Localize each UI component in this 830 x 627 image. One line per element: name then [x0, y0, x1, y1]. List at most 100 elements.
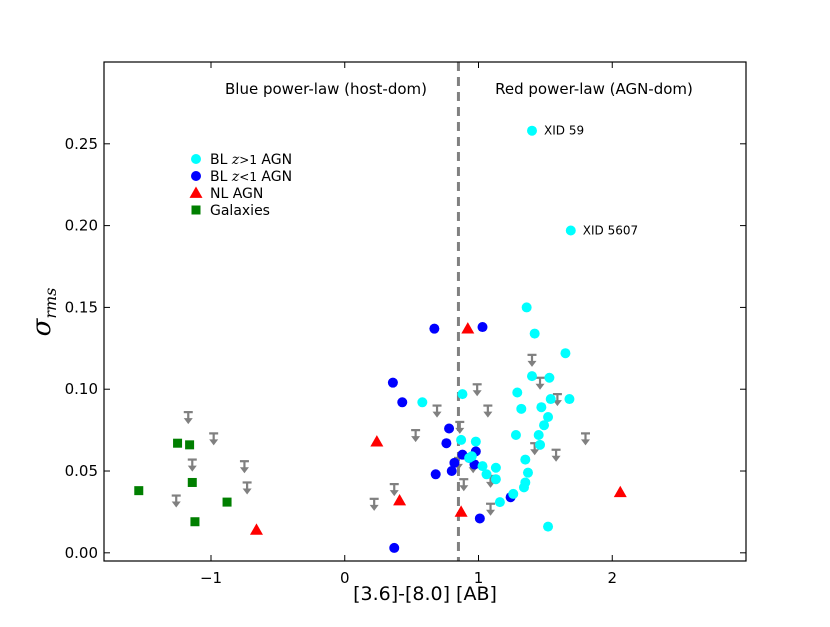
data-point [520, 454, 531, 465]
data-point [474, 513, 485, 524]
upper-limit-arrow [527, 353, 537, 367]
data-point [185, 440, 195, 450]
series-galaxies [134, 438, 232, 527]
limit-head [483, 411, 493, 418]
plot-area: XID 59 XID 5607 [134, 62, 638, 561]
data-point [389, 542, 400, 553]
limit-head [551, 455, 561, 462]
upper-limit-arrow [411, 429, 421, 443]
upper-limit-arrow [483, 404, 493, 418]
upper-limit-arrow [472, 383, 482, 397]
data-point [387, 377, 398, 388]
data-point [545, 394, 556, 405]
data-point [477, 322, 488, 333]
limit-head [486, 481, 496, 488]
data-point [187, 477, 197, 487]
upper-limit-arrow [432, 404, 442, 418]
series-nl-agn [249, 322, 627, 535]
series-bl-z-1-agn [387, 322, 516, 553]
legend-marker [189, 186, 203, 198]
limit-head [369, 504, 379, 511]
legend-label: BL z>1 AGN [210, 152, 292, 168]
data-point [444, 423, 455, 434]
legend-entry-gal: Galaxies [191, 203, 270, 219]
data-point [512, 387, 523, 398]
limit-head [209, 439, 219, 446]
legend-label-part: BL [210, 152, 232, 168]
data-point [490, 462, 501, 473]
legend-label-part: 1 [249, 170, 257, 184]
x-tick-label: 2 [607, 569, 617, 587]
data-point [613, 485, 627, 498]
y-tick-label: 0.10 [65, 380, 98, 398]
x-tick-label: 0 [340, 569, 350, 587]
x-axis-label: [3.6]-[8.0] [AB] [353, 583, 497, 605]
data-point [564, 394, 575, 405]
upper-limit-arrow [187, 458, 197, 472]
legend-entry-bl_high: BL z>1 AGN [191, 152, 292, 168]
data-point [417, 397, 428, 408]
legend-label-part: NL AGN [210, 186, 263, 202]
y-tick-label: 0.00 [65, 544, 98, 562]
upper-limit-arrow [389, 483, 399, 497]
data-point [441, 438, 452, 449]
legend-label-part: z [231, 169, 240, 185]
data-point [527, 125, 537, 136]
upper-limit-arrow [486, 502, 496, 516]
legend-label-part: z [231, 152, 240, 168]
chart-text: Blue power-law (host-dom) Red power-law … [27, 80, 693, 605]
limit-head [171, 501, 181, 508]
legend-marker [191, 154, 201, 164]
limit-head [183, 418, 193, 425]
x-tick-label: −1 [200, 569, 222, 587]
data-point [457, 389, 468, 400]
legend-label-part: < [239, 170, 249, 184]
legend-label-part: > [239, 153, 249, 167]
upper-limit-arrow [369, 497, 379, 511]
data-point [508, 488, 519, 499]
data-point [535, 439, 546, 450]
y-tick-label: 0.05 [65, 462, 98, 480]
upper-limit-arrow [581, 432, 590, 446]
y-axis-label: σrms [27, 288, 60, 337]
data-point [518, 482, 529, 493]
y-axis-label-text: σrms [27, 288, 60, 337]
data-point [544, 372, 555, 383]
upper-limit-arrow [239, 460, 249, 474]
data-point [446, 466, 457, 477]
legend-label-part: AGN [257, 152, 292, 168]
data-point [470, 436, 481, 447]
region-label-right: Red power-law (AGN-dom) [495, 80, 693, 98]
legend-marker [191, 205, 201, 215]
limit-head [472, 390, 482, 397]
data-point [222, 497, 232, 507]
upper-limit-arrow [459, 478, 469, 492]
limit-head [455, 427, 465, 434]
series-bl-z-1-agn [417, 125, 576, 532]
limit-head [527, 360, 537, 367]
data-point [430, 469, 441, 480]
upper-limit-arrow [455, 420, 465, 434]
upper-limit-arrow [209, 432, 219, 446]
data-point [516, 403, 527, 414]
data-point [449, 457, 460, 468]
data-point [529, 328, 540, 339]
data-point [429, 323, 440, 334]
data-point [173, 438, 183, 448]
legend-marker [191, 171, 201, 181]
data-point [560, 348, 571, 359]
legend-label: Galaxies [210, 203, 270, 219]
data-point [461, 322, 475, 334]
legend-label-part: 1 [249, 153, 257, 167]
data-point [494, 497, 505, 508]
upper-limit-arrow [171, 494, 181, 508]
y-tick-label: 0.20 [65, 217, 98, 235]
data-point [481, 469, 492, 480]
limit-head [486, 509, 496, 516]
upper-limit-arrow [535, 376, 545, 390]
limit-head [187, 465, 197, 472]
upper-limit-arrow [183, 411, 193, 425]
data-point [190, 517, 200, 527]
